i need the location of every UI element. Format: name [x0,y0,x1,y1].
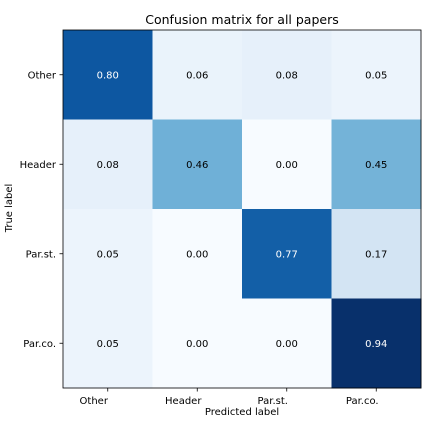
heatmap-cell-Header-Header [152,119,243,210]
heatmap-cell-Header-Par.st. [242,119,332,210]
cell-value-label: 0.94 [365,339,387,350]
heatmap-cell-Par.co.-Header [152,298,243,389]
x-axis-ticks: Other Header Par.st. Par.co. [80,388,379,407]
heatmap-cell-Header-Par.co. [331,119,422,210]
x-tick-label: Par.co. [346,396,379,407]
x-tick-label: Par.st. [258,396,288,407]
heatmap-cells [63,30,422,389]
cell-value-label: 0.17 [365,249,387,260]
heatmap-cell-labels: 0.80 0.06 0.08 0.05 0.08 0.46 0.00 0.45 0.05 0.00… [97,70,388,350]
cell-value-label: 0.08 [97,160,119,171]
plot-frame [62,29,422,389]
cell-value-label: 0.05 [365,70,387,81]
cell-value-label: 0.46 [186,160,208,171]
heatmap-cell-Other-Header [152,30,243,120]
y-tick-label: Par.co. [23,339,56,350]
heatmap-cell-Par.st.-Header [152,209,243,299]
cell-value-label: 0.00 [276,160,298,171]
heatmap-cell-Other-Other [63,30,153,120]
x-tick-label: Other [80,396,109,407]
heatmap-cell-Par.co.-Other [63,298,153,389]
chart-title: Confusion matrix for all papers [145,12,338,27]
x-tick-label: Header [165,396,202,407]
heatmap-cell-Par.co.-Par.st. [242,298,332,389]
heatmap-cell-Par.co.-Par.co. [331,298,422,389]
cell-value-label: 0.06 [186,70,208,81]
cell-value-label: 0.77 [276,249,298,260]
cell-value-label: 0.05 [97,339,119,350]
heatmap-cell-Other-Par.co. [331,30,422,120]
cell-value-label: 0.80 [97,70,119,81]
heatmap-cell-Par.st.-Other [63,209,153,299]
cell-value-label: 0.00 [276,339,298,350]
cell-value-label: 0.00 [186,249,208,260]
cell-value-label: 0.45 [365,160,387,171]
cell-value-label: 0.08 [276,70,298,81]
cell-value-label: 0.05 [97,249,119,260]
cell-value-label: 0.00 [186,339,208,350]
heatmap-cell-Header-Other [63,119,153,210]
y-axis-ticks: Other Header Par.st. Par.co. [20,70,63,350]
y-tick-label: Header [20,160,57,171]
y-tick-label: Par.st. [26,249,56,260]
y-tick-label: Other [28,70,57,81]
y-axis-label: True label [4,184,15,234]
x-axis-label: Predicted label [205,407,279,418]
heatmap-cell-Other-Par.st. [242,30,332,120]
heatmap-cell-Par.st.-Par.co. [331,209,422,299]
heatmap-cell-Par.st.-Par.st. [242,209,332,299]
